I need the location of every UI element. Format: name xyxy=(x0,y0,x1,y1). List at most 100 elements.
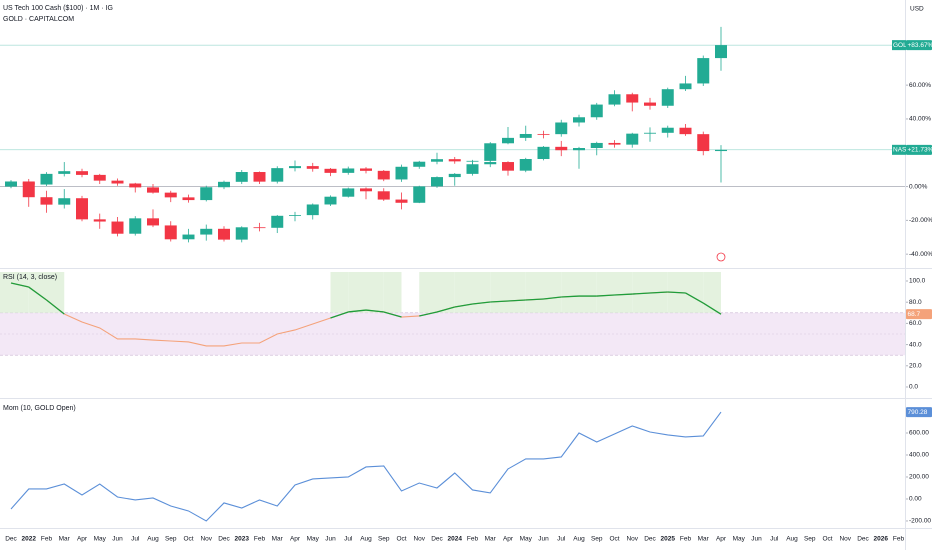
overbought-fill xyxy=(579,272,597,313)
candle-body xyxy=(431,177,443,187)
overbought-fill xyxy=(28,272,47,313)
candle-body xyxy=(58,171,71,174)
candle-body xyxy=(395,199,408,203)
x-tick-label: Dec xyxy=(431,536,443,543)
candle-body xyxy=(324,196,337,205)
candle-body xyxy=(93,219,106,222)
last-value-box xyxy=(906,40,932,51)
candle-body xyxy=(697,58,710,84)
x-tick-label: May xyxy=(733,536,746,543)
pane-backgrounds xyxy=(0,44,905,356)
overbought-segment xyxy=(490,300,509,303)
candle-body xyxy=(413,186,426,203)
x-tick-label: Dec xyxy=(644,536,656,543)
series-name-box xyxy=(892,144,906,155)
candle-body xyxy=(306,204,319,216)
x-tick-label: 2026 xyxy=(874,536,889,543)
x-tick-label: Dec xyxy=(5,536,17,543)
y-tick-label: 80.0 xyxy=(909,299,922,306)
x-tick-label: Nov xyxy=(839,536,851,543)
x-tick-label: Mar xyxy=(59,536,71,543)
symbol-title: US Tech 100 Cash ($100) · 1M · IG xyxy=(3,5,113,12)
candle-body xyxy=(324,168,337,173)
rsi-title: RSI (14, 3, close) xyxy=(3,274,57,281)
candle-body xyxy=(289,166,301,169)
x-tick-label: 2025 xyxy=(661,536,676,543)
y-tick-label: 0.00% xyxy=(909,183,928,190)
x-tick-label: May xyxy=(307,536,320,543)
last-value-label: +21.73% xyxy=(908,147,932,154)
x-tick-label: Aug xyxy=(573,536,585,543)
overbought-segment xyxy=(667,291,686,294)
candle-body xyxy=(573,117,585,123)
overbought-segment xyxy=(632,292,651,295)
candle-body xyxy=(235,172,248,182)
candle-body xyxy=(164,225,177,240)
x-tick-label: Jun xyxy=(325,536,336,543)
x-tick-label: Oct xyxy=(396,536,406,543)
x-tick-label: 2024 xyxy=(448,536,463,543)
overbought-fill xyxy=(703,272,721,313)
candle-body xyxy=(164,192,177,198)
candle-body xyxy=(466,160,479,162)
event-icon[interactable] xyxy=(716,252,726,262)
overbought-segment xyxy=(383,311,402,318)
overbought-segment xyxy=(10,282,29,288)
candle-body xyxy=(484,143,497,161)
candle-body xyxy=(715,45,727,59)
candle-body xyxy=(519,133,532,138)
x-tick-label: Aug xyxy=(147,536,159,543)
x-tick-label: May xyxy=(520,536,533,543)
candle-body xyxy=(342,168,355,173)
compare-symbol: GOLD · CAPITALCOM xyxy=(3,16,74,23)
candle-body xyxy=(626,94,639,103)
overbought-fill xyxy=(525,272,544,313)
x-tick-label: Dec xyxy=(218,536,230,543)
candle-body xyxy=(129,218,142,234)
candle-body xyxy=(626,133,639,145)
last-value-label: +83.67% xyxy=(908,42,932,49)
y-tick-label: 400.00 xyxy=(909,452,929,459)
overbought-segment xyxy=(419,311,438,317)
candle-body xyxy=(555,146,568,151)
candle-body xyxy=(289,215,301,216)
candle-body xyxy=(679,127,692,135)
candle-body xyxy=(448,173,461,178)
overbought-segment xyxy=(561,295,580,298)
x-tick-label: Aug xyxy=(786,536,798,543)
candle-body xyxy=(129,183,142,188)
candle-body xyxy=(235,227,248,240)
y-tick-label: -200.00 xyxy=(909,518,931,525)
event-flag[interactable] xyxy=(716,252,726,262)
overbought-fill xyxy=(330,272,349,313)
x-tick-label: Nov xyxy=(200,536,212,543)
candle-body xyxy=(502,137,514,144)
candle-body xyxy=(271,168,284,182)
overbought-fill xyxy=(419,272,437,313)
x-tick-label: Jun xyxy=(538,536,549,543)
y-tick-label: 0.0 xyxy=(909,384,918,391)
x-tick-label: Oct xyxy=(609,536,619,543)
overbought-segment xyxy=(46,299,65,315)
x-tick-label: Apr xyxy=(503,536,514,543)
candle-body xyxy=(679,83,692,90)
overbought-fill xyxy=(614,272,633,313)
y-tick-label: 200.00 xyxy=(909,474,929,481)
x-tick-label: Feb xyxy=(467,536,479,543)
labels: US Tech 100 Cash ($100) · 1M · IG GOLD ·… xyxy=(3,5,932,543)
x-tick-label: Oct xyxy=(183,536,193,543)
candle-body xyxy=(22,182,35,198)
x-tick-label: Sep xyxy=(804,536,816,543)
candle-body xyxy=(661,127,674,133)
overbought-segment xyxy=(28,286,47,301)
overbought-segment xyxy=(365,309,384,313)
candle-body xyxy=(40,197,53,205)
x-tick-label: Dec xyxy=(857,536,869,543)
series-name-label: GOLD xyxy=(893,42,912,49)
candle-body xyxy=(661,89,674,106)
candle-body xyxy=(93,174,106,181)
candle-body xyxy=(377,170,390,180)
x-tick-label: Mar xyxy=(698,536,710,543)
overbought-segment xyxy=(454,303,473,308)
